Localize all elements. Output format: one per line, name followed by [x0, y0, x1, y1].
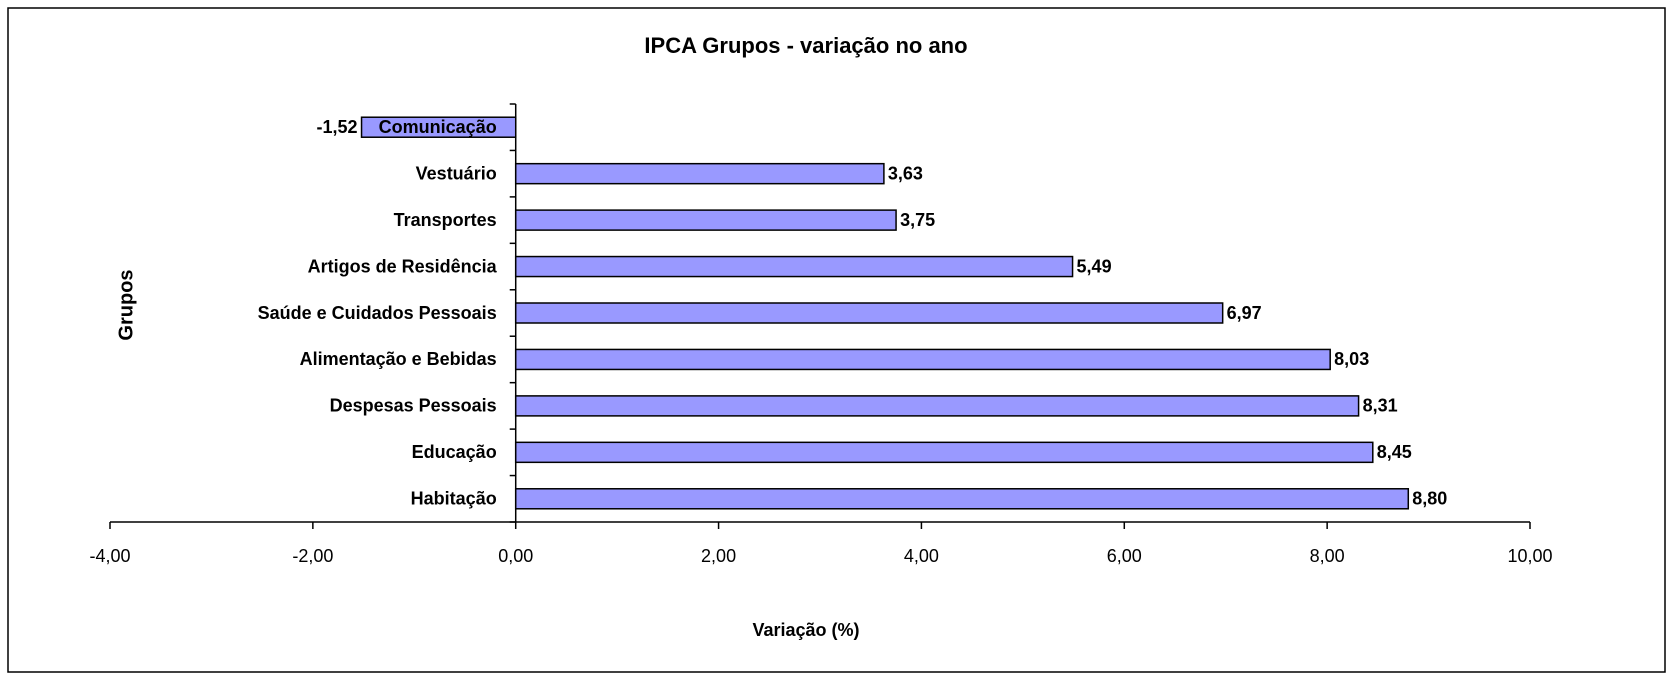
y-tick-label: Habitação — [411, 489, 497, 509]
y-axis-label: Grupos — [115, 269, 137, 340]
value-label: 3,63 — [888, 163, 923, 183]
x-tick-label: -2,00 — [292, 546, 333, 566]
y-tick-label: Alimentação e Bebidas — [300, 349, 497, 369]
y-tick-label: Vestuário — [416, 163, 497, 183]
value-label: 6,97 — [1227, 303, 1262, 323]
y-tick-label: Educação — [412, 442, 497, 462]
chart-title: IPCA Grupos - variação no ano — [644, 33, 967, 58]
value-label: 8,03 — [1334, 349, 1369, 369]
x-tick-label: 2,00 — [701, 546, 736, 566]
value-label: 8,45 — [1377, 442, 1412, 462]
value-label: -1,52 — [317, 117, 358, 137]
bar — [514, 255, 1074, 278]
x-tick-label: -4,00 — [89, 546, 130, 566]
y-tick-label: Comunicação — [379, 117, 497, 137]
bar — [514, 162, 885, 185]
bar — [514, 302, 1224, 324]
y-tick-label: Despesas Pessoais — [330, 396, 497, 416]
x-tick-label: 4,00 — [904, 546, 939, 566]
bar — [360, 116, 517, 138]
bar — [514, 441, 1374, 464]
value-label: 8,80 — [1412, 489, 1447, 509]
value-label: 5,49 — [1077, 256, 1112, 276]
x-axis-label: Variação (%) — [752, 620, 859, 640]
x-tick-label: 8,00 — [1310, 546, 1345, 566]
bar — [514, 209, 897, 231]
y-tick-label: Transportes — [394, 210, 497, 230]
y-tick-label: Saúde e Cuidados Pessoais — [258, 303, 497, 323]
y-tick-label: Artigos de Residência — [308, 256, 498, 276]
bar — [514, 488, 1410, 510]
x-tick-label: 10,00 — [1507, 546, 1552, 566]
x-tick-label: 6,00 — [1107, 546, 1142, 566]
bar — [514, 348, 1331, 371]
value-label: 8,31 — [1363, 396, 1398, 416]
value-label: 3,75 — [900, 210, 935, 230]
bar — [514, 395, 1360, 417]
chart-border — [7, 7, 1666, 673]
x-tick-label: 0,00 — [498, 546, 533, 566]
